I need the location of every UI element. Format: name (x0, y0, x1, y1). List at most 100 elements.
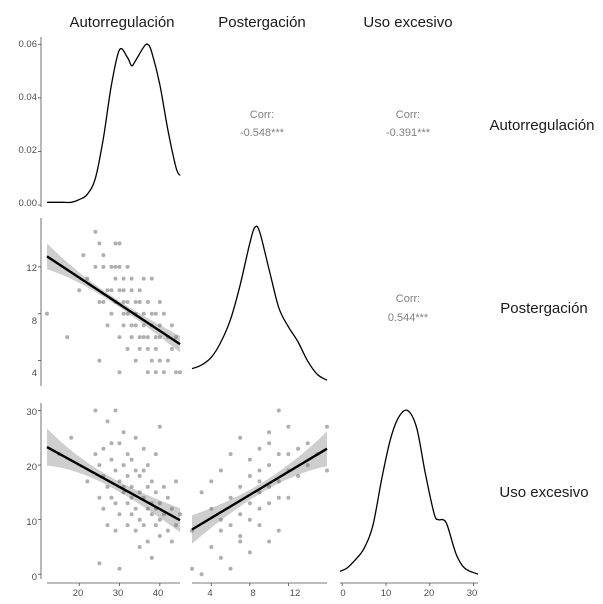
scatter-point (141, 523, 146, 528)
scatter-point (109, 264, 114, 269)
y-tick-uso-20: 20 (26, 462, 37, 473)
scatter-point (141, 468, 146, 473)
scatter-point (141, 446, 146, 451)
scatter-point (129, 323, 134, 328)
y-tick-postergacion-4: 4 (32, 368, 37, 379)
scatter-point (257, 490, 262, 495)
ci-band-2 (47, 428, 180, 533)
scatter-point (257, 523, 262, 528)
x-tick-uso-0: 0 (340, 588, 345, 599)
scatter-point (129, 512, 134, 517)
scatter-point (199, 490, 204, 495)
scatter-point (113, 276, 118, 281)
scatter-point (153, 452, 158, 457)
x-tick-postergacion-4: 4 (207, 588, 212, 599)
scatter-point (153, 370, 158, 375)
scatter-point (101, 300, 106, 304)
scatter-point (228, 495, 233, 500)
scatter-point (174, 523, 178, 528)
x-tick-autorregulacion-40: 40 (153, 588, 164, 599)
scatter-point (209, 479, 214, 484)
scatter-point (238, 539, 243, 544)
scatter-point (325, 424, 329, 429)
scatter-point (125, 346, 130, 351)
scatter-point (113, 241, 118, 246)
corr-value-1-3: -0.391*** (386, 127, 431, 139)
scatter-point (133, 358, 138, 363)
corr-value-1-2: -0.548*** (240, 127, 285, 139)
scatter-point (174, 335, 178, 340)
scatter-point (238, 435, 243, 440)
scatter-point (238, 512, 243, 517)
x-tick-uso-20: 20 (424, 588, 435, 599)
scatter-point (133, 323, 138, 328)
scatter-point (137, 346, 142, 351)
scatter-point (267, 441, 272, 446)
scatter-point (157, 358, 162, 363)
row-strip-uso-excesivo: Uso excesivo (499, 484, 588, 501)
scatter-point (209, 545, 214, 549)
y-tick-uso-10: 10 (26, 517, 37, 528)
scatter-point (153, 523, 158, 528)
scatter-point (286, 452, 291, 457)
scatter-point (145, 484, 150, 489)
x-tick-postergacion-8: 8 (250, 588, 255, 599)
scatter-point (257, 506, 262, 511)
scatter-point (145, 300, 150, 304)
scatter-point (141, 323, 146, 328)
x-tick-postergacion-12: 12 (290, 588, 301, 599)
scatter-point (276, 495, 281, 500)
scatter-point (97, 495, 102, 500)
scatter-point (296, 474, 301, 478)
scatter-point (113, 501, 118, 506)
scatter-point (149, 479, 154, 484)
scatter-point (133, 300, 138, 304)
scatter-point (209, 506, 214, 511)
scatter-point (93, 408, 98, 413)
corr-value-2-3: 0.544*** (388, 312, 429, 324)
scatter-point (129, 276, 134, 281)
scatter-point (257, 479, 262, 484)
fit-line-2 (46, 445, 181, 522)
scatter-point (247, 517, 252, 522)
col-strip-autorregulacion: Autorregulación (69, 14, 174, 31)
scatter-point (93, 229, 98, 234)
row-strip-autorregulacion: Autorregulación (489, 117, 594, 134)
scatter-point (109, 288, 114, 293)
scatter-point (149, 276, 154, 281)
chart-marks (38, 37, 479, 586)
scatter-point (77, 288, 82, 293)
col-strip-postergacion: Postergación (218, 14, 306, 31)
scatter-point (137, 335, 142, 340)
density-autorregulacion (46, 43, 181, 204)
scatter-point (101, 506, 106, 511)
scatter-point (228, 452, 233, 457)
scatter-point (161, 370, 166, 375)
scatter-point (247, 474, 252, 478)
scatter-point (137, 545, 142, 549)
scatter-point (125, 264, 130, 269)
scatter-point (117, 479, 122, 484)
scatter-point (101, 264, 106, 269)
scatter-point (113, 264, 118, 269)
scatter-point (141, 276, 146, 281)
scatter-point (101, 253, 106, 258)
scatter-point (165, 528, 170, 533)
density-uso-excesivo (339, 409, 479, 575)
scatter-point (157, 534, 162, 538)
scatter-point (121, 490, 126, 495)
scatter-point (238, 534, 243, 538)
scatter-point (149, 311, 154, 316)
x-tick-autorregulacion-20: 20 (73, 588, 84, 599)
corr-label-1-3: Corr: (396, 109, 420, 121)
scatter-point (137, 300, 142, 304)
scatter-point (125, 474, 130, 478)
scatter-point (218, 555, 223, 560)
x-tick-uso-30: 30 (467, 588, 478, 599)
scatter-point (121, 288, 126, 293)
y-tick-uso-0: 0 (32, 572, 37, 583)
scatter-point (137, 490, 142, 495)
scatter-point (178, 512, 182, 517)
scatter-point (145, 346, 150, 351)
scatter-point (276, 452, 281, 457)
